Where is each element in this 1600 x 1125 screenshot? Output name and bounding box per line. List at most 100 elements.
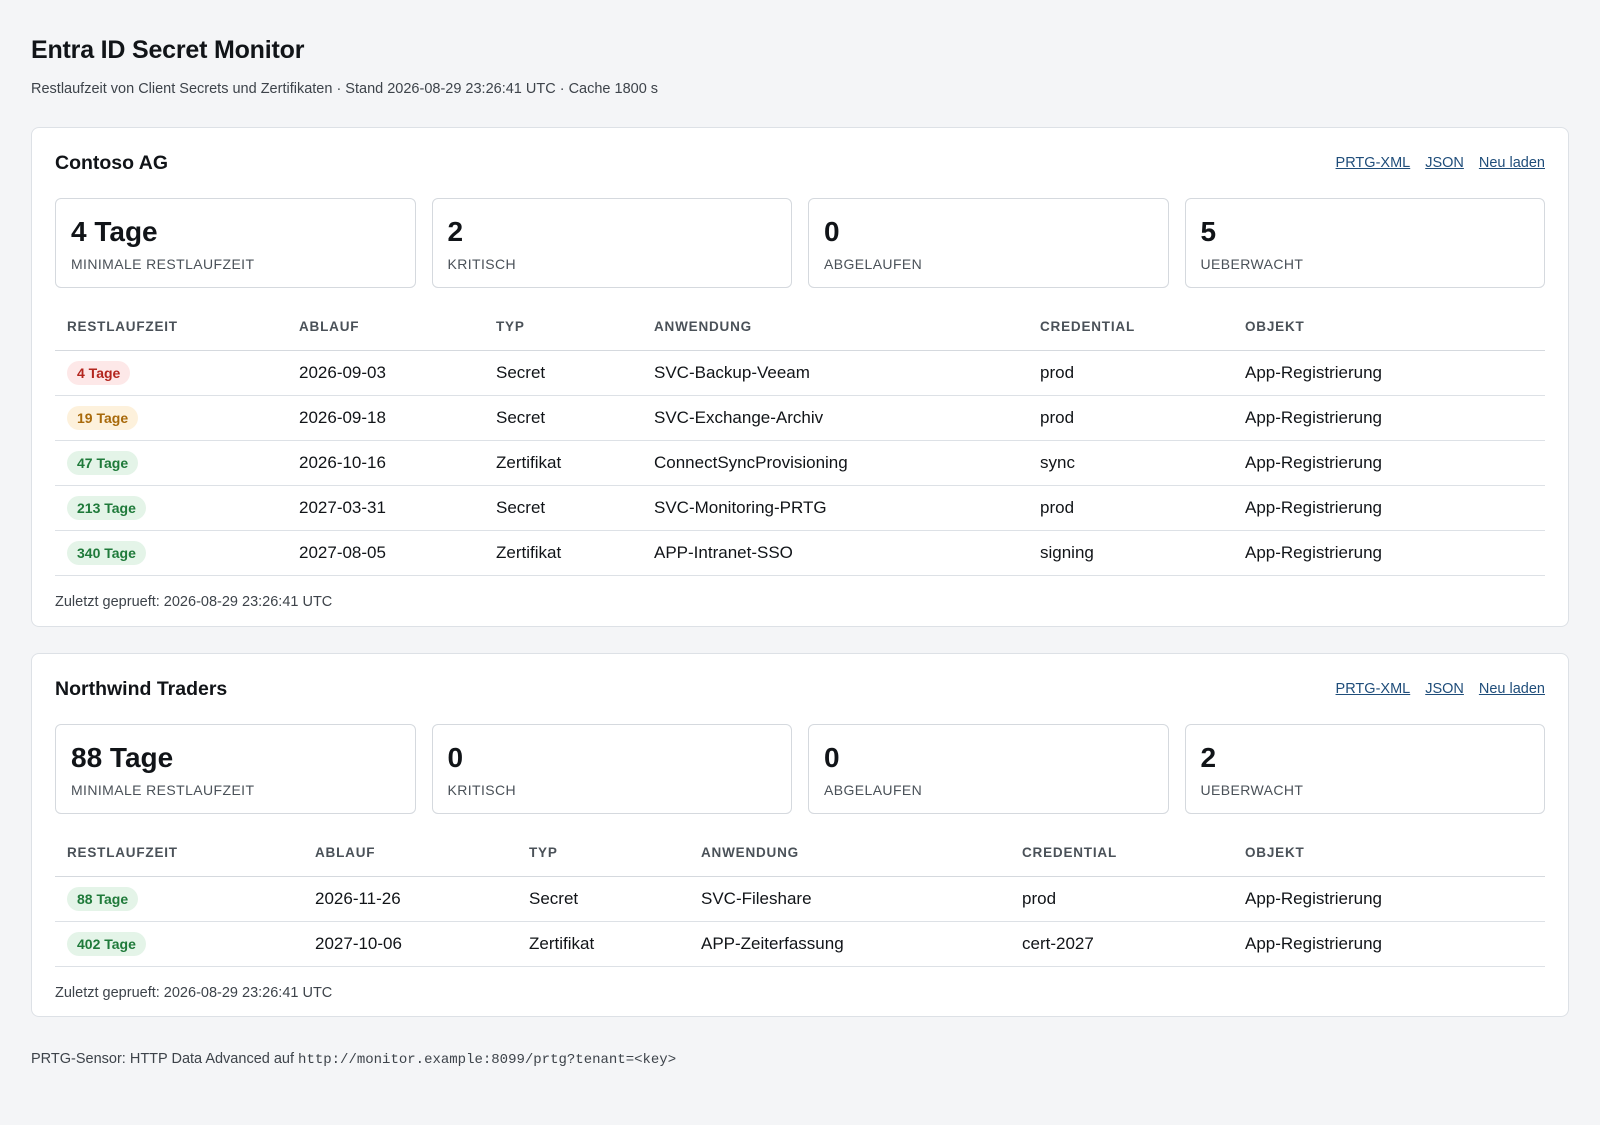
kpi-label: MINIMALE RESTLAUFZEIT — [71, 782, 255, 798]
kpi-label: MINIMALE RESTLAUFZEIT — [71, 256, 255, 272]
kpi-label: UEBERWACHT — [1200, 782, 1304, 798]
kpi-value: 0 — [447, 742, 464, 773]
expiry-cell: 2027-03-31 — [287, 485, 484, 531]
footer-note: PRTG-Sensor: HTTP Data Advanced auf http… — [31, 1049, 1569, 1069]
column-header-credential: CREDENTIAL — [1010, 830, 1233, 877]
remaining-badge: 19 Tage — [67, 405, 139, 430]
kpi-value: 0 — [824, 216, 840, 247]
table-row: 340 Tage 2027-08-05 Zertifikat APP-Intra… — [55, 530, 1545, 576]
reload-link[interactable]: Neu laden — [1478, 681, 1545, 697]
tenant-card-header: Contoso AG PRTG-XML JSON Neu laden — [55, 128, 1545, 198]
last-checked: Zuletzt geprueft: 2026-08-29 23:26:41 UT… — [55, 984, 333, 1001]
type-cell: Secret — [517, 876, 689, 922]
column-header-object: OBJEKT — [1233, 304, 1545, 351]
credential-cell: prod — [1028, 485, 1233, 531]
type-cell: Secret — [484, 485, 642, 531]
type-cell: Secret — [484, 350, 642, 396]
credential-cell: sync — [1028, 440, 1233, 486]
kpi-label: KRITISCH — [447, 256, 517, 272]
application-cell: APP-Zeiterfassung — [689, 921, 1010, 967]
tenant-links: PRTG-XML JSON Neu laden — [1336, 681, 1545, 697]
credentials-table: RESTLAUFZEIT ABLAUF TYP ANWENDUNG CREDEN… — [55, 304, 1545, 576]
remaining-badge: 213 Tage — [67, 495, 146, 520]
table-header-row: RESTLAUFZEIT ABLAUF TYP ANWENDUNG CREDEN… — [55, 830, 1545, 877]
application-cell: SVC-Exchange-Archiv — [642, 395, 1028, 441]
page-subtitle: Restlaufzeit von Client Secrets und Zert… — [31, 81, 659, 97]
table-row: 213 Tage 2027-03-31 Secret SVC-Monitorin… — [55, 485, 1545, 531]
credential-cell: prod — [1028, 350, 1233, 396]
expiry-cell: 2026-11-26 — [303, 876, 517, 922]
tenant-links: PRTG-XML JSON Neu laden — [1336, 155, 1545, 171]
expiry-cell: 2027-10-06 — [303, 921, 517, 967]
column-header-type: TYP — [517, 830, 689, 877]
remaining-badge: 47 Tage — [67, 450, 139, 475]
object-cell: App-Registrierung — [1233, 440, 1545, 486]
type-cell: Zertifikat — [517, 921, 689, 967]
object-cell: App-Registrierung — [1233, 485, 1545, 531]
credentials-table: RESTLAUFZEIT ABLAUF TYP ANWENDUNG CREDEN… — [55, 830, 1545, 967]
kpi-value: 88 Tage — [71, 742, 174, 773]
page-title: Entra ID Secret Monitor — [31, 36, 305, 64]
table-row: 47 Tage 2026-10-16 Zertifikat ConnectSyn… — [55, 440, 1545, 486]
object-cell: App-Registrierung — [1233, 395, 1545, 441]
column-header-type: TYP — [484, 304, 642, 351]
application-cell: SVC-Monitoring-PRTG — [642, 485, 1028, 531]
expiry-cell: 2026-09-18 — [287, 395, 484, 441]
json-link[interactable]: JSON — [1425, 155, 1464, 171]
credential-cell: prod — [1010, 876, 1233, 922]
application-cell: SVC-Backup-Veeam — [642, 350, 1028, 396]
prtg-xml-link[interactable]: PRTG-XML — [1335, 155, 1411, 171]
credential-cell: prod — [1028, 395, 1233, 441]
column-header-credential: CREDENTIAL — [1028, 304, 1233, 351]
kpi-monitored: 5 UEBERWACHT — [1184, 198, 1545, 288]
column-header-remaining: RESTLAUFZEIT — [55, 830, 303, 877]
object-cell: App-Registrierung — [1233, 876, 1545, 922]
type-cell: Zertifikat — [484, 440, 642, 486]
object-cell: App-Registrierung — [1233, 921, 1545, 967]
column-header-application: ANWENDUNG — [689, 830, 1010, 877]
kpi-min-remaining: 88 Tage MINIMALE RESTLAUFZEIT — [55, 724, 416, 814]
tenant-card-contoso: Contoso AG PRTG-XML JSON Neu laden 4 Tag… — [31, 127, 1569, 627]
expiry-cell: 2026-09-03 — [287, 350, 484, 396]
kpi-label: KRITISCH — [447, 782, 517, 798]
last-checked: Zuletzt geprueft: 2026-08-29 23:26:41 UT… — [55, 593, 333, 610]
remaining-badge: 402 Tage — [67, 931, 146, 956]
application-cell: ConnectSyncProvisioning — [642, 440, 1028, 486]
footer-url: http://monitor.example:8099/prtg?tenant=… — [298, 1052, 677, 1068]
credential-cell: signing — [1028, 530, 1233, 576]
column-header-remaining: RESTLAUFZEIT — [55, 304, 287, 351]
column-header-expiry: ABLAUF — [287, 304, 484, 351]
tenant-name: Northwind Traders — [55, 677, 228, 700]
kpi-expired: 0 ABGELAUFEN — [808, 724, 1169, 814]
reload-link[interactable]: Neu laden — [1478, 155, 1545, 171]
kpi-critical: 0 KRITISCH — [431, 724, 792, 814]
type-cell: Secret — [484, 395, 642, 441]
table-header-row: RESTLAUFZEIT ABLAUF TYP ANWENDUNG CREDEN… — [55, 304, 1545, 351]
kpi-value: 2 — [1200, 742, 1217, 773]
expiry-cell: 2027-08-05 — [287, 530, 484, 576]
tenant-name: Contoso AG — [55, 151, 169, 174]
kpi-expired: 0 ABGELAUFEN — [808, 198, 1169, 288]
kpi-label: ABGELAUFEN — [824, 782, 923, 798]
table-row: 402 Tage 2027-10-06 Zertifikat APP-Zeite… — [55, 921, 1545, 967]
column-header-expiry: ABLAUF — [303, 830, 517, 877]
prtg-xml-link[interactable]: PRTG-XML — [1335, 681, 1411, 697]
application-cell: SVC-Fileshare — [689, 876, 1010, 922]
table-row: 4 Tage 2026-09-03 Secret SVC-Backup-Veea… — [55, 350, 1545, 396]
page: Entra ID Secret Monitor Restlaufzeit von… — [31, 36, 1569, 1069]
expiry-cell: 2026-10-16 — [287, 440, 484, 486]
kpi-value: 2 — [447, 216, 464, 247]
kpi-value: 5 — [1200, 216, 1217, 247]
object-cell: App-Registrierung — [1233, 350, 1545, 396]
application-cell: APP-Intranet-SSO — [642, 530, 1028, 576]
kpi-critical: 2 KRITISCH — [431, 198, 792, 288]
kpi-value: 0 — [824, 742, 840, 773]
table-row: 88 Tage 2026-11-26 Secret SVC-Fileshare … — [55, 876, 1545, 922]
table-row: 19 Tage 2026-09-18 Secret SVC-Exchange-A… — [55, 395, 1545, 441]
json-link[interactable]: JSON — [1425, 681, 1464, 697]
remaining-badge: 340 Tage — [67, 540, 146, 565]
remaining-badge: 88 Tage — [67, 886, 139, 911]
credential-cell: cert-2027 — [1010, 921, 1233, 967]
tenant-card-northwind: Northwind Traders PRTG-XML JSON Neu lade… — [31, 653, 1569, 1017]
kpi-row: 88 Tage MINIMALE RESTLAUFZEIT 0 KRITISCH… — [55, 724, 1545, 814]
